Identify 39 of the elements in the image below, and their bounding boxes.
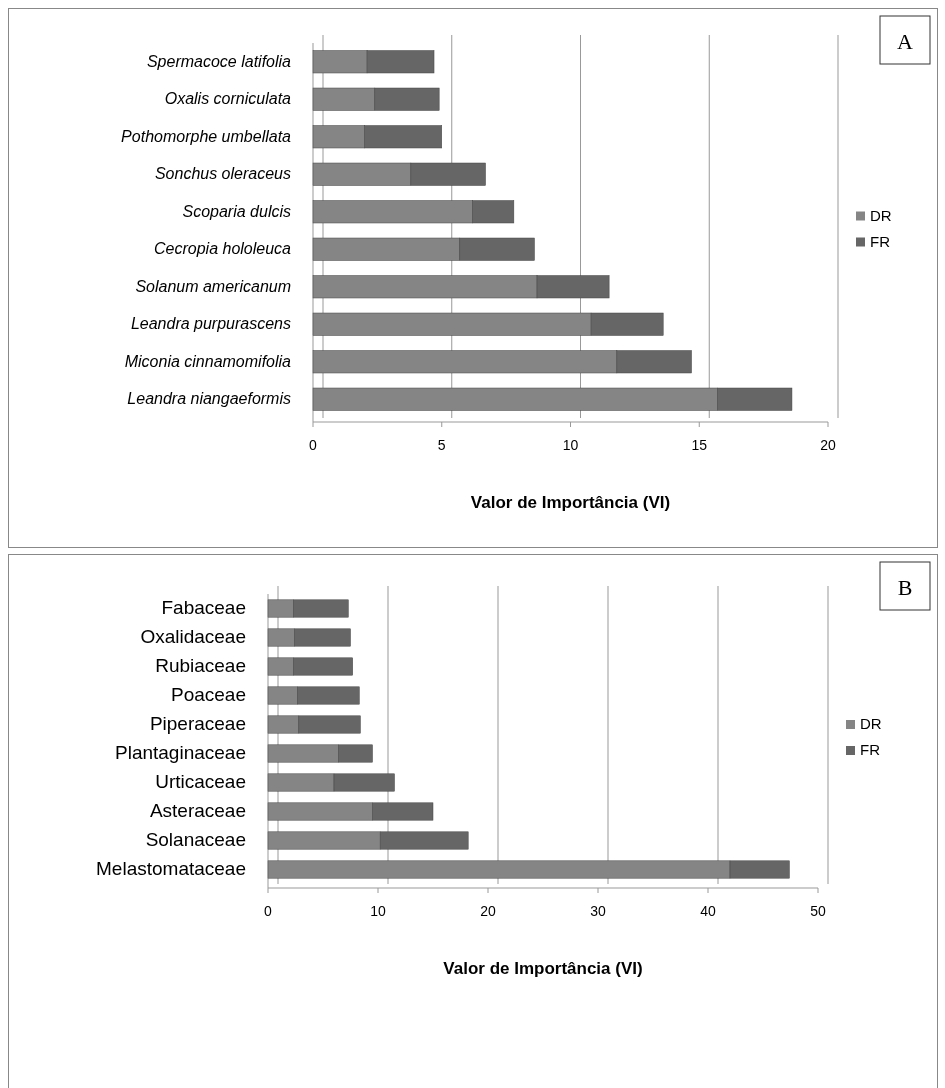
legend-label: DR [870, 206, 892, 224]
y-tick-label: Asteraceae [149, 799, 246, 821]
x-tick-label: 20 [820, 437, 836, 453]
y-tick-label: Leandra purpurascens [130, 315, 291, 333]
x-tick-label: 0 [264, 903, 273, 919]
x-tick-label: 50 [810, 903, 826, 919]
x-tick-label: 15 [691, 437, 708, 453]
y-tick-label: Leandra niangaeformis [127, 390, 291, 408]
y-tick-label: Urticaceae [155, 770, 246, 792]
x-axis-title: Valor de Importância (VI) [470, 493, 671, 512]
y-tick-label: Spermacoce latifolia [146, 52, 292, 70]
y-tick-label: Oxalidaceae [140, 625, 246, 647]
y-tick-label: Piperaceae [149, 712, 246, 734]
y-tick-label: Sonchus oleraceus [154, 165, 291, 183]
x-tick-label: 30 [590, 903, 606, 919]
x-tick-label: 20 [480, 903, 496, 919]
y-tick-label: Poaceae [170, 683, 246, 705]
y-tick-label: Melastomataceae [96, 857, 246, 879]
y-tick-label: Miconia cinnamomifolia [124, 352, 292, 370]
x-axis-title: Valor de Importância (VI) [443, 959, 643, 978]
y-tick-label: Cecropia hololeuca [154, 240, 292, 258]
x-tick-label: 10 [562, 437, 579, 453]
x-tick-label: 0 [309, 437, 318, 453]
legend-label: FR [870, 232, 891, 250]
legend-label: DR [860, 715, 882, 732]
x-tick-label: 10 [370, 903, 386, 919]
y-tick-label: Solanaceae [145, 828, 246, 850]
y-tick-label: Solanum americanum [135, 277, 291, 295]
y-tick-label: Fabaceae [161, 596, 246, 618]
y-tick-label: Oxalis corniculata [164, 90, 292, 108]
y-tick-label: Scoparia dulcis [182, 202, 291, 220]
y-tick-label: Rubiaceae [155, 654, 246, 676]
x-tick-label: 5 [437, 437, 446, 453]
y-tick-label: Plantaginaceae [115, 741, 246, 763]
text: B [897, 575, 913, 600]
y-tick-label: Pothomorphe umbellata [121, 127, 292, 145]
text: A [897, 29, 914, 54]
legend-label: FR [860, 741, 881, 758]
x-tick-label: 40 [700, 903, 716, 919]
